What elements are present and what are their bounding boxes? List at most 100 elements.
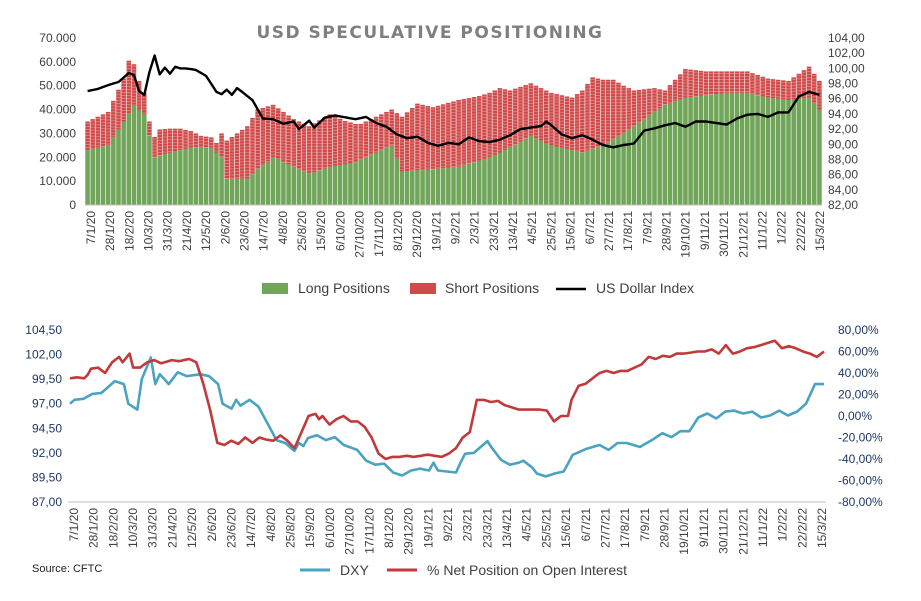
bar-short	[688, 69, 693, 98]
bar-long	[724, 92, 729, 205]
bar-long	[100, 146, 106, 205]
x-tick-label: 29/12/20	[410, 211, 424, 258]
bar-long	[476, 160, 482, 205]
bar-long	[203, 147, 209, 205]
bar-short	[250, 117, 255, 174]
bar-short	[487, 92, 492, 158]
bar-long	[621, 133, 626, 205]
y-tick-label: 50.000	[39, 79, 76, 93]
bar-long	[739, 92, 745, 205]
x-tick-label: 17/8/21	[618, 508, 632, 548]
x-tick-label: 18/2/20	[122, 211, 136, 251]
bar-short	[440, 104, 446, 169]
x-tick-label: 23/6/20	[224, 508, 238, 548]
bar-short	[626, 88, 632, 130]
bar-long	[631, 126, 637, 205]
bar-long	[569, 150, 575, 205]
bar-short	[167, 128, 173, 153]
x-tick-label: 6/7/21	[579, 508, 593, 542]
bar-long	[389, 145, 394, 205]
bar-long	[652, 111, 657, 205]
bar-short	[719, 71, 724, 94]
x-tick-label: 22/2/22	[794, 211, 808, 251]
bar-short	[770, 79, 776, 99]
bar-short	[157, 129, 163, 156]
bar-short	[621, 85, 626, 134]
bar-long	[466, 163, 472, 205]
bar-short	[312, 123, 317, 173]
bar-short	[430, 107, 436, 170]
bar-long	[600, 145, 606, 205]
bar-short	[739, 71, 745, 93]
x-tick-label: 17/11/20	[372, 211, 386, 257]
x-tick-label: 22/2/22	[795, 508, 809, 548]
bar-long	[775, 98, 781, 205]
bar-long	[636, 122, 642, 205]
x-tick-label: 12/5/20	[185, 508, 199, 548]
bar-short	[574, 94, 580, 152]
x-tick-label: 25/5/21	[544, 211, 558, 251]
x-tick-label: 7/9/21	[638, 508, 652, 542]
bar-short	[111, 100, 116, 138]
bar-long	[425, 169, 431, 205]
bar-short	[492, 90, 498, 155]
bar-long	[714, 94, 719, 205]
bar-long	[806, 97, 812, 205]
y-tick-label: 70.000	[39, 31, 76, 45]
bar-long	[198, 147, 204, 205]
bar-short	[559, 95, 565, 148]
bar-short	[435, 105, 441, 169]
x-tick-label: 28/1/20	[103, 211, 117, 251]
x-tick-label: 7/9/21	[640, 211, 654, 245]
y-tick-label: 104,50	[25, 323, 62, 337]
bar-short	[141, 92, 147, 115]
y-tick-label: 94,50	[32, 421, 62, 435]
x-tick-label: 25/5/21	[539, 508, 553, 548]
bar-long	[729, 92, 735, 205]
y-tick-label: 20.000	[39, 150, 76, 164]
bar-long	[750, 94, 755, 205]
y-tick-label: 102,00	[25, 348, 62, 362]
bar-long	[626, 129, 632, 205]
bar-short	[781, 80, 786, 100]
bar-short	[549, 92, 554, 146]
bar-short	[811, 73, 817, 104]
y-tick-label: 80,00%	[838, 323, 879, 337]
bar-short	[239, 129, 245, 179]
bar-short	[446, 102, 451, 168]
x-tick-label: 21/4/20	[165, 508, 179, 548]
x-tick-label: 6/10/20	[323, 508, 337, 548]
bar-short	[348, 122, 353, 164]
x-tick-label: 10/3/20	[126, 508, 140, 548]
bar-short	[734, 71, 740, 93]
bar-short	[585, 83, 590, 151]
bar-short	[286, 115, 291, 165]
bar-long	[363, 157, 369, 205]
x-tick-label: 19/1/21	[429, 211, 443, 251]
bar-short	[708, 71, 714, 95]
bar-short	[497, 88, 503, 153]
y-tick-label: 40,00%	[838, 366, 879, 380]
bar-short	[590, 77, 595, 149]
y-tick-label: 90,00	[828, 137, 858, 151]
bar-short	[461, 99, 467, 166]
bar-short	[152, 137, 157, 158]
bar-short	[404, 112, 410, 172]
bar-short	[317, 120, 322, 171]
bar-long	[662, 104, 668, 205]
x-tick-label: 11/1/22	[755, 211, 769, 250]
bar-short	[327, 114, 333, 167]
bar-long	[719, 93, 724, 205]
x-tick-label: 15/6/21	[564, 211, 578, 251]
bar-short	[172, 128, 178, 152]
bar-long	[786, 100, 791, 205]
x-tick-label: 15/3/22	[815, 508, 829, 548]
bar-short	[647, 88, 652, 116]
bar-long	[595, 147, 601, 205]
bar-short	[126, 60, 132, 114]
bar-short	[275, 108, 281, 160]
bar-short	[296, 121, 302, 170]
bar-long	[683, 97, 688, 205]
bar-short	[683, 69, 688, 98]
